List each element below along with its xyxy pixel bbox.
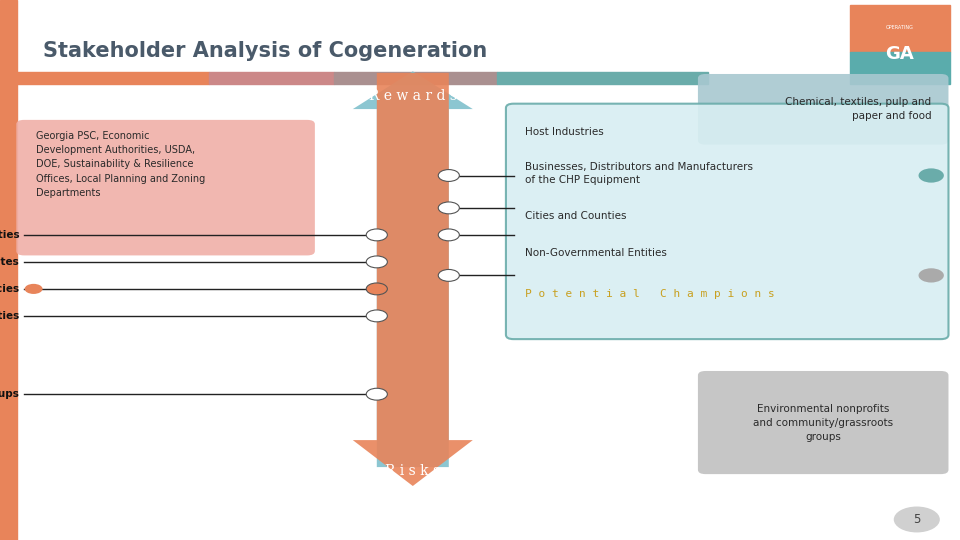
FancyBboxPatch shape <box>16 120 315 255</box>
Text: Utilities: Utilities <box>0 311 19 321</box>
Text: OPERATING: OPERATING <box>886 25 914 30</box>
Bar <box>850 52 950 84</box>
Text: GA: GA <box>886 45 914 63</box>
Text: P o t e n t i a l   C h a m p i o n s: P o t e n t i a l C h a m p i o n s <box>525 289 775 299</box>
Text: R e w a r d s: R e w a r d s <box>369 89 457 103</box>
Circle shape <box>919 268 944 282</box>
Bar <box>209 72 334 84</box>
Circle shape <box>438 269 459 281</box>
Circle shape <box>367 388 388 400</box>
Circle shape <box>25 284 42 294</box>
Text: State and Federal Agencies: State and Federal Agencies <box>0 284 19 294</box>
Circle shape <box>438 170 459 181</box>
Bar <box>850 5 950 52</box>
Text: Stakeholder Analysis of Cogeneration: Stakeholder Analysis of Cogeneration <box>43 41 488 62</box>
Text: Social Equity and Justice Advocates: Social Equity and Justice Advocates <box>0 257 19 267</box>
Text: Host Industries: Host Industries <box>525 127 604 137</box>
Text: Environmental nonprofits
and community/grassroots
groups: Environmental nonprofits and community/g… <box>754 403 893 442</box>
Bar <box>334 72 497 84</box>
Circle shape <box>367 229 388 241</box>
FancyBboxPatch shape <box>506 104 948 339</box>
Bar <box>497 72 708 84</box>
Text: Cities and Counties: Cities and Counties <box>525 211 627 221</box>
Text: Chemical, textiles, pulp and
paper and food: Chemical, textiles, pulp and paper and f… <box>785 97 931 122</box>
Bar <box>17 72 209 84</box>
Text: Businesses, Distributors and Manufacturers
of the CHP Equipment: Businesses, Distributors and Manufacture… <box>525 162 753 185</box>
Text: Fossil Fuels Interest Groups: Fossil Fuels Interest Groups <box>0 389 19 399</box>
Circle shape <box>894 507 940 532</box>
Text: Georgia PSC, Economic
Development Authorities, USDA,
DOE, Sustainability & Resil: Georgia PSC, Economic Development Author… <box>36 131 204 198</box>
FancyBboxPatch shape <box>698 371 948 474</box>
Circle shape <box>438 202 459 214</box>
Circle shape <box>919 168 944 183</box>
Bar <box>0 0 17 540</box>
Circle shape <box>367 256 388 268</box>
Circle shape <box>367 283 388 295</box>
Text: Individuals and Communities: Individuals and Communities <box>0 230 19 240</box>
Polygon shape <box>353 71 472 467</box>
Polygon shape <box>353 73 472 486</box>
Circle shape <box>438 229 459 241</box>
Text: Non-Governmental Entities: Non-Governmental Entities <box>525 248 667 259</box>
Circle shape <box>367 310 388 322</box>
Text: R i s k s: R i s k s <box>385 464 441 478</box>
FancyBboxPatch shape <box>698 74 948 145</box>
Text: 5: 5 <box>913 513 921 526</box>
